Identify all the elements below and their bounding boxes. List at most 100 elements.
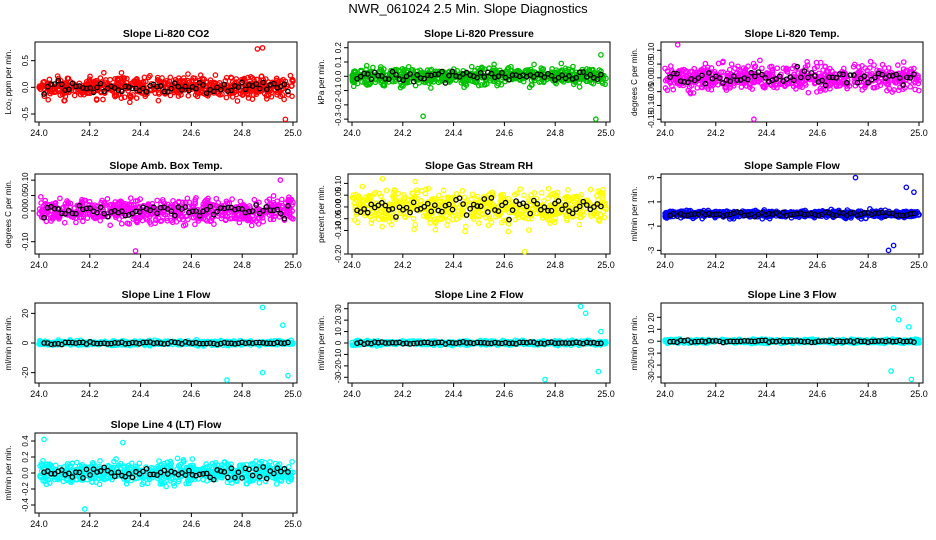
data-point [83,85,90,92]
data-point [386,76,392,82]
data-point [250,92,257,98]
y-tick-label: 0.00 [21,203,30,219]
data-point [576,84,583,90]
data-point [565,187,571,193]
data-point [598,68,604,75]
data-point [77,91,84,98]
data-point [774,65,781,72]
y-tick-label: 0.2 [334,42,343,54]
data-point [61,219,68,226]
x-tick-label: 24.4 [132,128,150,138]
data-point [412,178,418,185]
data-point [213,195,220,202]
data-point [193,85,199,92]
data-point [463,69,470,76]
data-point [477,69,484,76]
data-point [115,77,122,84]
y-tick-label: 1 [647,199,656,204]
y-tick-label: 0.10 [647,42,656,58]
panel-title: Slope Sample Flow [744,160,841,172]
chart-panel: Slope Amb. Box Temp.24.0 24.2 24.4 24.6 24.8… [4,160,302,270]
y-tick-label: 0.5 [21,55,30,67]
data-point [87,73,93,80]
x-tick-label: 25.0 [910,260,928,270]
data-point [224,88,231,94]
data-point [371,69,378,76]
data-point [234,98,241,104]
data-point [530,74,537,80]
y-tick-label: 0.0 [21,81,30,93]
data-point [57,77,64,84]
x-tick-label: 24.8 [546,260,564,270]
data-point [143,88,150,95]
data-point [463,82,470,88]
data-point [440,187,447,194]
x-tick-label: 24.4 [758,260,776,270]
data-point [446,72,452,79]
data-point [417,75,424,81]
data-point [133,76,139,83]
data-point [86,78,93,85]
data-point [566,73,572,79]
data-point [157,83,164,89]
data-point [769,66,776,73]
data-point [751,116,757,123]
data-point [662,65,668,72]
data-point [372,79,379,86]
data-point [765,79,771,86]
x-tick-label: 25.0 [284,389,302,399]
data-point [259,45,266,51]
data-point [190,75,197,81]
data-point [603,75,609,82]
panel-title: Slope Li-820 Pressure [424,28,534,40]
data-point [370,64,376,71]
data-point [118,220,125,227]
x-tick-label: 24.4 [445,128,463,138]
data-point [100,69,107,76]
data-point [155,97,162,104]
data-point [895,62,901,69]
data-point [428,85,434,91]
data-point [270,80,277,87]
data-point [378,66,385,73]
data-point [431,71,438,78]
data-point [186,79,193,85]
data-point [215,90,222,97]
data-point [759,65,765,72]
data-point [720,69,726,75]
y-axis-label: Lco₂ ppm per min. [4,50,13,115]
x-tick-label: 24.2 [81,128,99,138]
data-point [867,58,874,65]
y-tick-label: 0.05 [647,56,656,72]
data-point [127,195,134,201]
data-point [41,93,48,100]
data-point [99,82,105,88]
data-point [354,219,361,226]
x-tick-label: 24.4 [445,260,463,270]
x-tick-label: 24.2 [707,260,725,270]
x-tick-label: 24.6 [809,128,827,138]
data-point [760,83,766,90]
data-point [805,89,812,96]
data-point [414,72,421,78]
data-point [709,70,716,76]
data-point [368,76,375,82]
y-axis-label: kPa per min. [317,60,326,105]
x-tick-label: 24.2 [81,389,99,399]
data-point [462,223,469,230]
data-point [912,86,919,93]
data-point [41,91,47,97]
data-point [427,220,433,226]
data-point [102,77,109,83]
data-point [685,87,692,94]
y-tick-label: -0.2 [334,97,343,111]
data-point [813,89,820,95]
data-point [389,68,396,75]
data-point [814,63,821,70]
data-point [531,61,537,68]
data-point [185,92,192,99]
data-point [357,73,364,80]
data-point [594,74,600,80]
data-point [182,83,189,90]
